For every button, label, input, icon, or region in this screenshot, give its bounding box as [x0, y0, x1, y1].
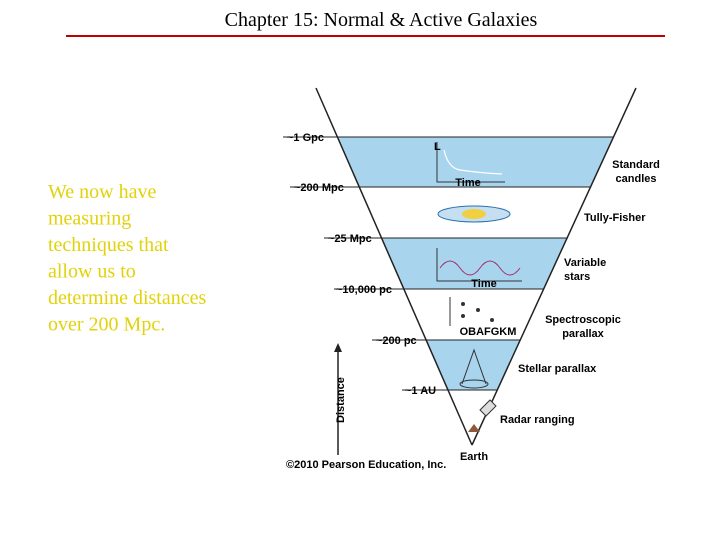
- method-label: parallax: [562, 328, 604, 340]
- body-line: over 200 Mpc.: [48, 314, 165, 336]
- distance-label: ~1 AU: [405, 385, 436, 397]
- body-line: allow us to: [48, 261, 136, 283]
- distance-label: ~25 Mpc: [328, 233, 372, 245]
- distance-label: ~200 pc: [376, 335, 417, 347]
- time-label: Time: [455, 177, 480, 189]
- distance-label: ~200 Mpc: [294, 182, 344, 194]
- method-label: Variable: [564, 257, 606, 269]
- spectral-label: OBAFGKM: [460, 326, 517, 338]
- copyright: ©2010 Pearson Education, Inc.: [286, 459, 446, 471]
- time-label: Time: [471, 278, 496, 290]
- body-line: We now have: [48, 181, 156, 203]
- distance-arrow: [334, 343, 342, 455]
- method-label: stars: [564, 271, 590, 283]
- icons: [436, 142, 522, 432]
- distance-label: ~10,000 pc: [336, 284, 392, 296]
- method-label: candles: [616, 173, 657, 185]
- method-label: Standard: [612, 159, 660, 171]
- distance-label: ~1 Gpc: [287, 132, 324, 144]
- diagram-labels: ~1 Gpc ~200 Mpc ~25 Mpc ~10,000 pc ~200 pc ~1…: [287, 132, 660, 426]
- body-line: techniques that: [48, 234, 169, 256]
- title: Chapter 15: Normal & Active Galaxies: [225, 9, 538, 31]
- method-label: Tully-Fisher: [584, 212, 646, 224]
- luminosity-label: L: [434, 141, 441, 153]
- body-line: determine distances: [48, 287, 206, 309]
- body-line: measuring: [48, 208, 131, 230]
- body-text: We now have measuring techniques that allow…: [48, 181, 206, 336]
- axis-label: Distance: [335, 377, 347, 423]
- earth-label: Earth: [460, 451, 488, 463]
- method-label: Spectroscopic: [545, 314, 621, 326]
- method-label: Radar ranging: [500, 414, 575, 426]
- method-label: Stellar parallax: [518, 363, 597, 375]
- funnel: [283, 87, 637, 446]
